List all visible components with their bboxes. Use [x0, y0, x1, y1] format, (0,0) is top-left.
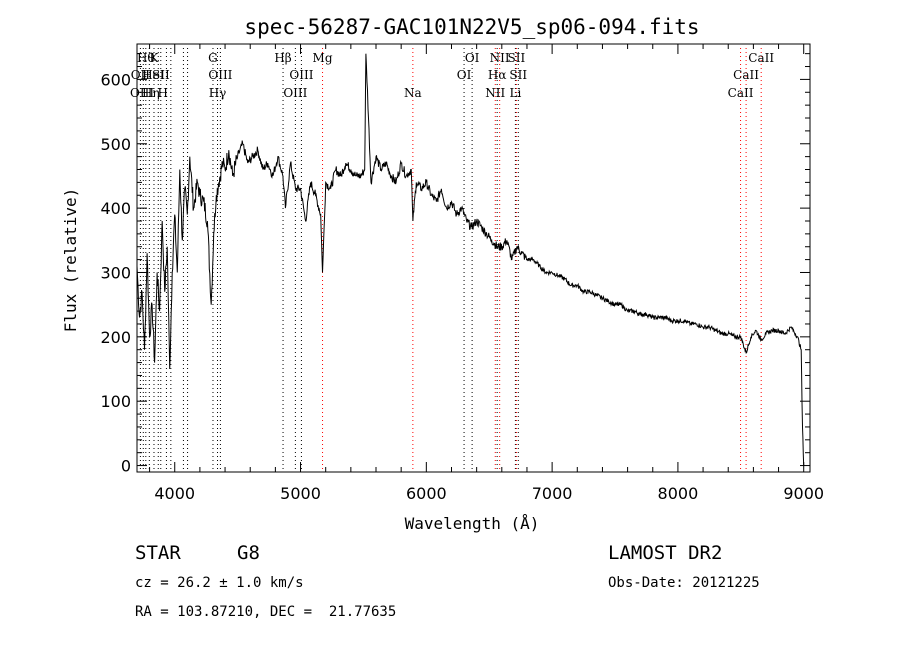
spectral-line-label: CaII — [748, 51, 774, 65]
spectral-line-label: CaII — [728, 86, 754, 100]
spectral-line-label: Hη — [142, 86, 160, 100]
spectral-line-label: Li — [509, 86, 521, 100]
spectral-line-label: K — [149, 51, 159, 65]
y-tick-label: 300 — [100, 263, 131, 282]
y-axis-label: Flux (relative) — [61, 188, 80, 333]
sky-coordinates: RA = 103.87210, DEC = 21.77635 — [135, 604, 397, 620]
spectral-line-label: OII — [131, 68, 151, 82]
spectral-line-label: Hθ — [137, 51, 155, 65]
chart-title: spec-56287-GAC101N22V5_sp06-094.fits — [244, 15, 699, 39]
x-tick-label: 5000 — [280, 484, 321, 503]
y-tick-label: 600 — [100, 70, 131, 89]
spectral-line-label: SII — [152, 68, 170, 82]
redshift-velocity: cz = 26.2 ± 1.0 km/s — [135, 575, 304, 591]
spectral-line-label: SII — [509, 68, 527, 82]
spectral-line-labels: HθKOIIHeISIIOIIIHηHGOIIIHγHβOIIIOIIIMgNa… — [130, 51, 774, 100]
x-tick-label: 9000 — [783, 484, 824, 503]
spectral-line-label: HeI — [142, 68, 165, 82]
y-tick-label: 0 — [121, 457, 131, 476]
object-class: STAR — [135, 542, 181, 564]
spectral-line-label: Mg — [313, 51, 333, 65]
observation-date: Obs-Date: 20121225 — [608, 575, 760, 591]
spectral-line-label: OIII — [283, 86, 307, 100]
spectral-line-label: Hα — [488, 68, 507, 82]
spectral-line-label: H — [158, 86, 168, 100]
spectral-line-label: Na — [404, 86, 422, 100]
spectrum-line — [136, 53, 805, 466]
object-subclass: G8 — [237, 542, 260, 564]
spectral-line-label: NII — [485, 86, 505, 100]
spectral-line-label: OIII — [289, 68, 313, 82]
x-tick-label: 6000 — [406, 484, 447, 503]
spectral-line-label: Hβ — [274, 51, 291, 65]
x-tick-label: 8000 — [658, 484, 699, 503]
y-tick-label: 100 — [100, 392, 131, 411]
axes: 4000 5000 6000 7000 8000 9000 0 100 200 300 400 500… — [100, 43, 824, 503]
spectral-line-label: OIII — [208, 68, 232, 82]
spectral-line-label: OIII — [130, 86, 154, 100]
y-tick-label: 400 — [100, 199, 131, 218]
y-tick-label: 200 — [100, 328, 131, 347]
spectral-line-label: CaII — [733, 68, 759, 82]
spectral-line-label: OI — [465, 51, 480, 65]
spectrum-series — [136, 53, 805, 466]
y-tick-label: 500 — [100, 135, 131, 154]
x-axis-label: Wavelength (Å) — [405, 514, 540, 533]
spectral-line-label: SII — [508, 51, 526, 65]
survey-name: LAMOST DR2 — [608, 542, 723, 564]
spectral-line-label: G — [208, 51, 218, 65]
spectral-line-label: OI — [457, 68, 472, 82]
plot-frame — [136, 43, 811, 473]
spectral-line-label: Hγ — [209, 86, 227, 100]
x-tick-label: 4000 — [154, 484, 195, 503]
x-tick-label: 7000 — [532, 484, 573, 503]
spectral-line-label: NII — [490, 51, 510, 65]
